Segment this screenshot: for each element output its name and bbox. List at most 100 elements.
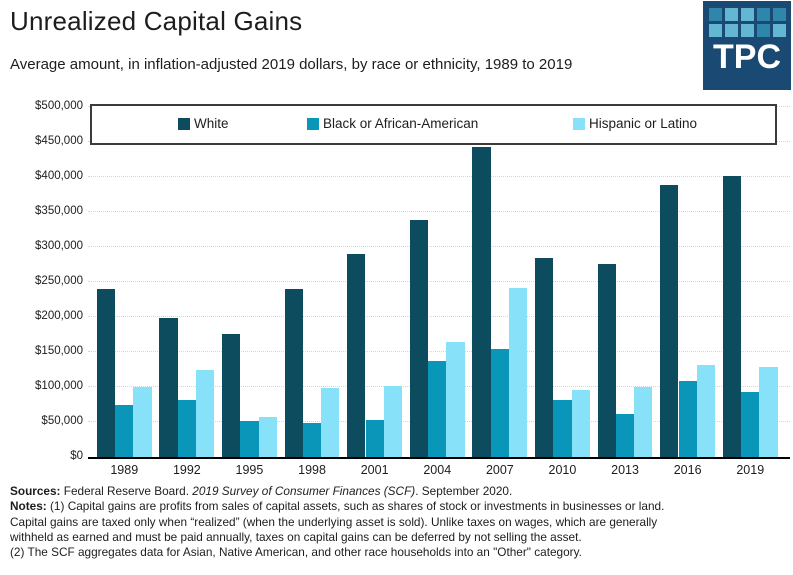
legend-label: White: [194, 116, 229, 131]
logo-tile: [756, 8, 770, 21]
bar-white-1992: [159, 318, 178, 457]
x-tick-label: 1992: [172, 463, 201, 477]
y-tick-label: $150,000: [35, 345, 83, 357]
bar-hispanic-or-latino-1992: [196, 370, 215, 457]
bar-hispanic-or-latino-2013: [634, 387, 653, 457]
bar-white-2010: [535, 257, 554, 457]
page-subtitle: Average amount, in inflation-adjusted 20…: [10, 56, 573, 73]
bar-chart: $0 $50,000 $100,000 $150,000 $200,000 $250,00…: [0, 95, 793, 480]
chart-notes: Sources: Federal Reserve Board. 2019 Sur…: [10, 484, 785, 560]
bar-white-2007: [472, 146, 491, 457]
gridline: [88, 316, 790, 317]
bar-black-or-african-american-2016: [678, 381, 697, 457]
legend-item-white: White: [178, 116, 229, 131]
bar-hispanic-or-latino-2004: [446, 342, 465, 457]
legend-swatch-icon: [307, 117, 319, 130]
bar-black-or-african-american-2004: [428, 361, 447, 457]
legend-label: Hispanic or Latino: [589, 116, 698, 131]
y-tick-label: $500,000: [35, 100, 83, 112]
logo-tile: [708, 24, 722, 37]
bar-black-or-african-american-1995: [240, 420, 259, 457]
logo-tile: [708, 8, 722, 21]
bar-hispanic-or-latino-2010: [571, 389, 590, 457]
y-tick-label: $50,000: [41, 415, 83, 427]
gridline: [88, 211, 790, 212]
x-tick-label: 1989: [110, 463, 139, 477]
bar-black-or-african-american-2010: [553, 399, 572, 457]
sources-citation: 2019 Survey of Consumer Finances (SCF): [192, 484, 416, 498]
x-tick-label: 1998: [298, 463, 326, 477]
y-tick-label: $300,000: [35, 240, 83, 252]
sources-label: Sources:: [10, 484, 61, 498]
y-tick-label: $400,000: [35, 170, 83, 182]
gridline: [88, 351, 790, 352]
notes-label: Notes:: [10, 499, 47, 514]
legend-item-black-or-african-american: Black or African-American: [307, 116, 478, 131]
bar-black-or-african-american-2013: [615, 413, 635, 457]
x-tick-label: 2016: [673, 463, 702, 477]
tpc-logo-tiles-icon: [708, 8, 786, 37]
y-tick-label: $350,000: [35, 205, 83, 217]
x-tick-label: 1995: [235, 463, 264, 477]
bar-hispanic-or-latino-1995: [258, 417, 277, 457]
logo-tile: [772, 24, 786, 37]
bar-black-or-african-american-1992: [177, 399, 196, 457]
logo-tile: [740, 8, 754, 21]
notes-line-2: Capital gains are taxed only when “reali…: [10, 514, 658, 529]
notes-line-1: Notes: (1) Capital gains are profits fro…: [10, 499, 665, 514]
logo-tile: [772, 8, 786, 21]
notes-line-4: (2) The SCF aggregates data for Asian, N…: [10, 545, 582, 560]
y-axis-labels: $0 $50,000 $100,000 $150,000 $200,000 $250,00…: [0, 100, 83, 462]
gridline: [88, 246, 790, 247]
x-tick-label: 2013: [611, 463, 639, 477]
x-tick-label: 2010: [548, 463, 577, 477]
legend-swatch-icon: [573, 117, 585, 130]
bar-white-2001: [347, 254, 366, 457]
y-tick-label: $100,000: [35, 380, 83, 392]
notes-line-3: withheld as earned and must be paid annu…: [10, 529, 582, 544]
logo-tile: [756, 24, 770, 37]
bar-white-2019: [722, 176, 742, 457]
legend-item-hispanic-or-latino: Hispanic or Latino: [573, 116, 697, 131]
bar-black-or-african-american-2019: [741, 391, 760, 457]
tpc-logo-text: TPC: [713, 38, 781, 76]
plot-area: [88, 106, 790, 459]
bar-white-1989: [96, 289, 116, 457]
sources-line: Sources: Federal Reserve Board. 2019 Sur…: [10, 484, 513, 498]
legend-label: Black or African-American: [323, 116, 479, 131]
y-tick-label: $0: [70, 450, 83, 462]
tpc-logo: TPC: [703, 1, 791, 90]
bar-hispanic-or-latino-2007: [509, 287, 528, 457]
gridline: [88, 176, 790, 177]
bar-hispanic-or-latino-2001: [383, 385, 403, 457]
logo-tile: [724, 8, 738, 21]
x-tick-label: 2007: [485, 463, 514, 477]
bar-black-or-african-american-2007: [490, 349, 509, 457]
y-tick-label: $450,000: [35, 135, 83, 147]
x-tick-label: 2001: [360, 463, 389, 477]
logo-tile: [740, 24, 754, 37]
bar-hispanic-or-latino-1998: [321, 387, 340, 457]
y-tick-label: $250,000: [35, 275, 83, 287]
bar-white-2013: [597, 263, 616, 457]
gridline: [88, 281, 790, 282]
chart-legend: White Black or African-American Hispanic o…: [90, 104, 777, 145]
bar-white-1995: [222, 333, 241, 457]
bar-black-or-african-american-1998: [302, 422, 322, 457]
bar-white-2004: [409, 220, 429, 457]
bar-hispanic-or-latino-2019: [759, 366, 778, 457]
bar-hispanic-or-latino-1989: [133, 387, 152, 457]
x-axis-labels: 1989 1992 1995 1998 2001 2004 2007 2010 2013 2016…: [88, 461, 790, 481]
x-tick-label: 2019: [736, 463, 765, 477]
bar-black-or-african-american-2001: [365, 419, 384, 457]
page-title: Unrealized Capital Gains: [10, 6, 303, 36]
bar-hispanic-or-latino-2016: [696, 365, 716, 457]
logo-tile: [724, 24, 738, 37]
bar-black-or-african-american-1989: [115, 405, 134, 457]
x-tick-label: 2004: [423, 463, 452, 477]
y-tick-label: $200,000: [35, 310, 83, 322]
bar-white-2016: [660, 185, 679, 457]
bar-white-1998: [284, 289, 303, 457]
legend-swatch-icon: [178, 117, 190, 130]
